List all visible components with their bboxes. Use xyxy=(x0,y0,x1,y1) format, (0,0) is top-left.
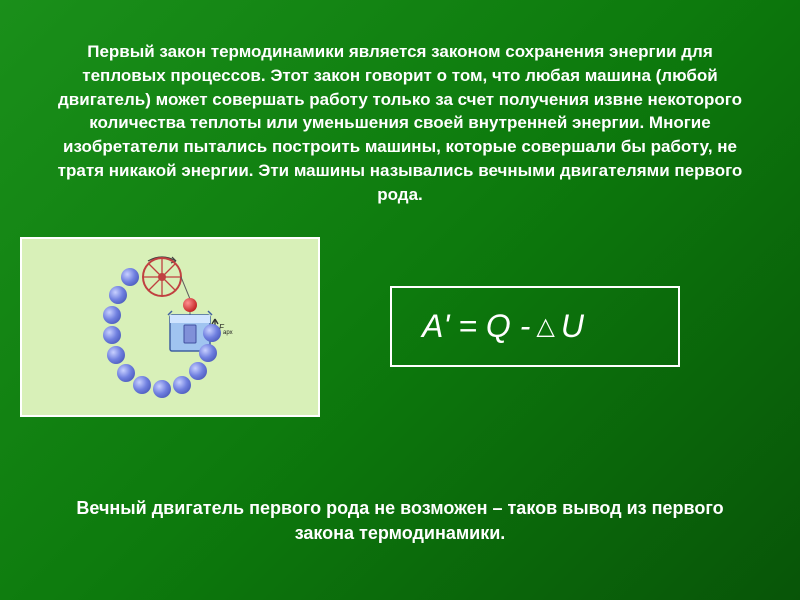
main-paragraph: Первый закон термодинамики является зако… xyxy=(0,0,800,227)
perpetual-motion-diagram: F арх xyxy=(20,237,320,417)
formula-before: A' = Q - xyxy=(422,308,530,345)
diagram-svg: F арх xyxy=(40,247,300,407)
formula-box: A' = Q - △ U xyxy=(390,286,680,367)
delta-triangle-icon: △ xyxy=(536,312,554,341)
svg-text:арх: арх xyxy=(223,330,233,336)
conclusion-text: Вечный двигатель первого рода не возможе… xyxy=(0,496,800,545)
content-row: F арх A' = Q - △ U xyxy=(0,227,800,427)
formula-after: U xyxy=(561,308,584,345)
